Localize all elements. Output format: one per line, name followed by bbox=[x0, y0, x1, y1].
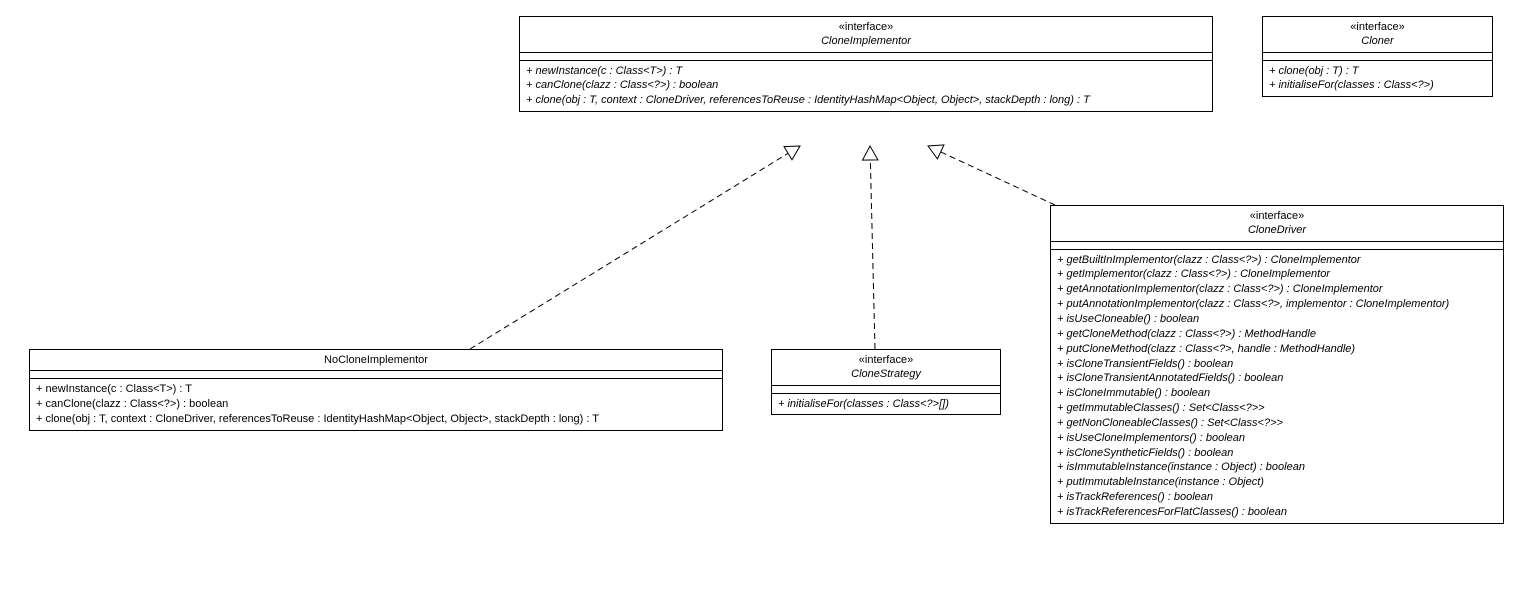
class-name: CloneDriver bbox=[1059, 223, 1495, 237]
method: + getBuiltInImplementor(clazz : Class<?>… bbox=[1057, 253, 1497, 268]
method: + newInstance(c : Class<T>) : T bbox=[526, 64, 1206, 79]
attributes-compartment bbox=[520, 53, 1212, 61]
stereotype: «interface» bbox=[528, 20, 1204, 34]
stereotype: «interface» bbox=[1059, 209, 1495, 223]
class-title: «interface» CloneDriver bbox=[1051, 206, 1503, 242]
methods-compartment: + initialiseFor(classes : Class<?>[]) bbox=[772, 394, 1000, 415]
method: + isCloneSyntheticFields() : boolean bbox=[1057, 446, 1497, 461]
methods-compartment: + getBuiltInImplementor(clazz : Class<?>… bbox=[1051, 250, 1503, 523]
class-cloner: «interface» Cloner + clone(obj : T) : T … bbox=[1262, 16, 1493, 97]
method: + putAnnotationImplementor(clazz : Class… bbox=[1057, 297, 1497, 312]
class-clone-driver: «interface» CloneDriver + getBuiltInImpl… bbox=[1050, 205, 1504, 524]
method: + isImmutableInstance(instance : Object)… bbox=[1057, 460, 1497, 475]
methods-compartment: + newInstance(c : Class<T>) : T + canClo… bbox=[520, 61, 1212, 112]
attributes-compartment bbox=[30, 371, 722, 379]
method: + getCloneMethod(clazz : Class<?>) : Met… bbox=[1057, 327, 1497, 342]
methods-compartment: + clone(obj : T) : T + initialiseFor(cla… bbox=[1263, 61, 1492, 97]
class-name: CloneImplementor bbox=[528, 34, 1204, 48]
method: + isUseCloneImplementors() : boolean bbox=[1057, 431, 1497, 446]
method: + canClone(clazz : Class<?>) : boolean bbox=[36, 397, 716, 412]
method: + isCloneTransientAnnotatedFields() : bo… bbox=[1057, 371, 1497, 386]
method: + clone(obj : T) : T bbox=[1269, 64, 1486, 79]
class-title: «interface» CloneImplementor bbox=[520, 17, 1212, 53]
method: + getNonCloneableClasses() : Set<Class<?… bbox=[1057, 416, 1497, 431]
method: + isUseCloneable() : boolean bbox=[1057, 312, 1497, 327]
methods-compartment: + newInstance(c : Class<T>) : T + canClo… bbox=[30, 379, 722, 430]
method: + getImplementor(clazz : Class<?>) : Clo… bbox=[1057, 267, 1497, 282]
class-clone-strategy: «interface» CloneStrategy + initialiseFo… bbox=[771, 349, 1001, 415]
stereotype: «interface» bbox=[780, 353, 992, 367]
class-name: NoCloneImplementor bbox=[38, 353, 714, 367]
class-title: «interface» CloneStrategy bbox=[772, 350, 1000, 386]
method: + clone(obj : T, context : CloneDriver, … bbox=[526, 93, 1206, 108]
method: + getAnnotationImplementor(clazz : Class… bbox=[1057, 282, 1497, 297]
attributes-compartment bbox=[1051, 242, 1503, 250]
method: + isTrackReferences() : boolean bbox=[1057, 490, 1497, 505]
method: + getImmutableClasses() : Set<Class<?>> bbox=[1057, 401, 1497, 416]
method: + initialiseFor(classes : Class<?>) bbox=[1269, 78, 1486, 93]
stereotype: «interface» bbox=[1271, 20, 1484, 34]
class-name: Cloner bbox=[1271, 34, 1484, 48]
attributes-compartment bbox=[772, 386, 1000, 394]
method: + isCloneImmutable() : boolean bbox=[1057, 386, 1497, 401]
method: + newInstance(c : Class<T>) : T bbox=[36, 382, 716, 397]
method: + initialiseFor(classes : Class<?>[]) bbox=[778, 397, 994, 412]
class-title: «interface» Cloner bbox=[1263, 17, 1492, 53]
method: + isCloneTransientFields() : boolean bbox=[1057, 357, 1497, 372]
method: + canClone(clazz : Class<?>) : boolean bbox=[526, 78, 1206, 93]
class-name: CloneStrategy bbox=[780, 367, 992, 381]
method: + putImmutableInstance(instance : Object… bbox=[1057, 475, 1497, 490]
class-no-clone-implementor: NoCloneImplementor + newInstance(c : Cla… bbox=[29, 349, 723, 431]
method: + isTrackReferencesForFlatClasses() : bo… bbox=[1057, 505, 1497, 520]
method: + putCloneMethod(clazz : Class<?>, handl… bbox=[1057, 342, 1497, 357]
attributes-compartment bbox=[1263, 53, 1492, 61]
class-clone-implementor: «interface» CloneImplementor + newInstan… bbox=[519, 16, 1213, 112]
method: + clone(obj : T, context : CloneDriver, … bbox=[36, 412, 716, 427]
class-title: NoCloneImplementor bbox=[30, 350, 722, 371]
